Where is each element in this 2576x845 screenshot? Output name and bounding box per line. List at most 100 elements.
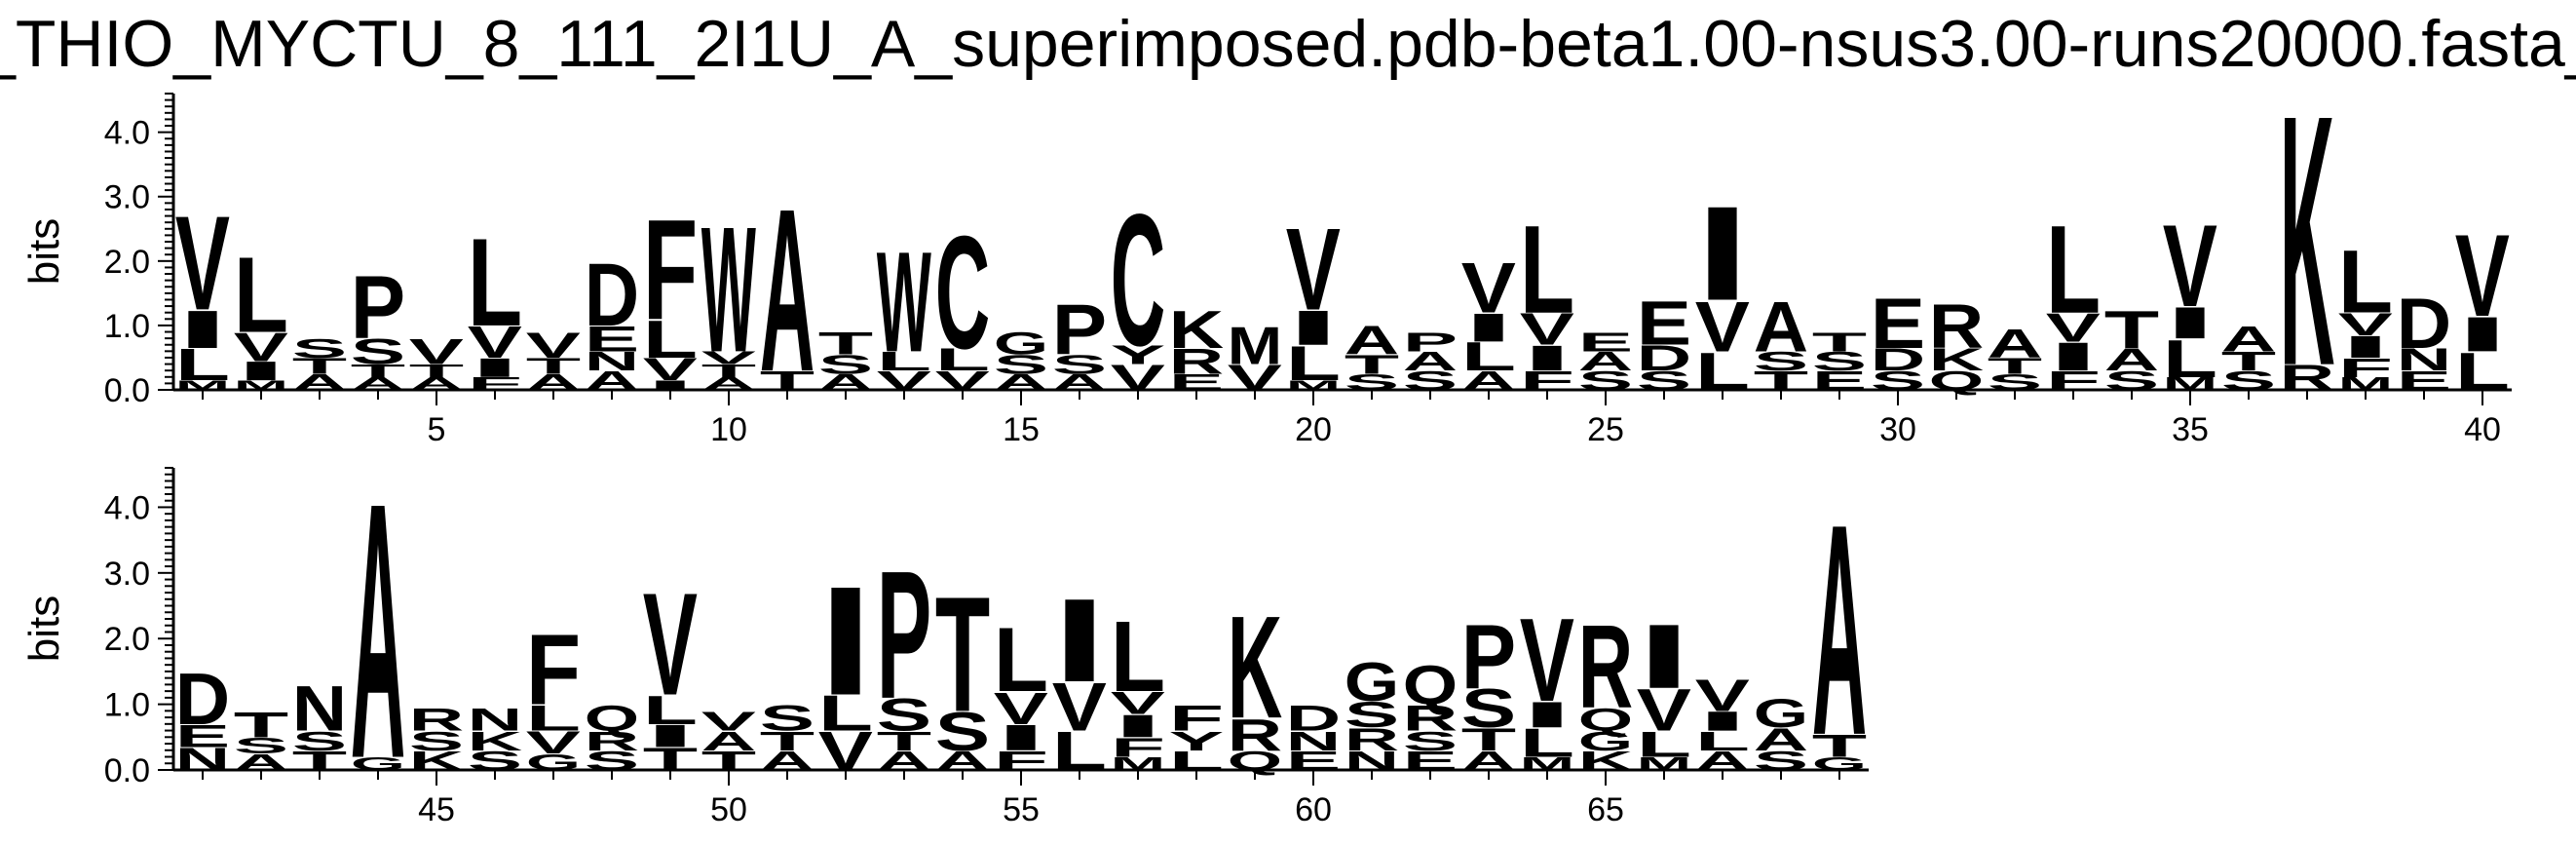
stack-position-62: ESRQ — [1403, 655, 1458, 777]
stack-position-49: TILV — [643, 562, 698, 777]
logo-letter: Q — [585, 698, 639, 739]
x-tick-label: 55 — [1003, 791, 1040, 828]
x-tick-label: 35 — [2172, 411, 2209, 448]
logo-letter: E — [1578, 327, 1633, 358]
logo-letter: D — [1286, 698, 1341, 739]
stack-position-68: SAG — [1754, 690, 1808, 776]
stack-position-2: MIVL — [234, 235, 288, 393]
stack-position-5: ATV — [409, 331, 464, 394]
stack-position-34: SAT — [2104, 300, 2159, 396]
x-tick-label: 50 — [710, 791, 747, 828]
stack-position-18: ERK — [1169, 300, 1225, 395]
stack-position-17: VYC — [1111, 176, 1165, 398]
logo-letter: V — [1520, 595, 1574, 727]
y-axis-title: bits — [20, 595, 68, 662]
logo-letter: P — [1461, 605, 1516, 708]
x-tick-label: 25 — [1587, 411, 1624, 448]
y-tick-label: 3.0 — [104, 556, 150, 593]
stack-position-42: AST — [234, 704, 288, 775]
logo-letter: A — [1988, 322, 2042, 366]
stack-position-19: VM — [1228, 316, 1282, 397]
logo-letter: L — [1520, 200, 1574, 340]
stack-position-20: MLIV — [1286, 205, 1341, 393]
logo-letter: G — [1754, 690, 1808, 737]
logo-letter: V — [2163, 202, 2217, 331]
logo-letter: V — [175, 189, 230, 338]
stack-position-38: MFIVL — [2338, 232, 2394, 394]
logo-letter: V — [1286, 205, 1341, 334]
logo-letter: D — [585, 246, 639, 345]
logo-letter: T — [1812, 327, 1867, 358]
y-tick-label: 4.0 — [104, 115, 150, 152]
stack-position-33: FIVL — [2046, 200, 2101, 396]
logo-letter: N — [468, 702, 522, 738]
stack-position-69: GTA — [1812, 461, 1867, 798]
logo-letter: F — [526, 613, 581, 726]
stack-position-67: ALIV — [1695, 670, 1750, 776]
logo-letter: P — [877, 533, 931, 737]
logo-letter: L — [1111, 599, 1165, 712]
x-tick-label: 45 — [418, 791, 455, 828]
logo-letter: K — [1169, 300, 1225, 360]
stack-position-30: SDE — [1871, 283, 1925, 396]
logo-letter: K — [2280, 42, 2334, 441]
logo-letter: L — [2338, 232, 2393, 332]
stack-position-1: MLIV — [175, 189, 230, 393]
stack-position-8: ANED — [585, 246, 639, 396]
stack-position-60: END — [1286, 698, 1341, 776]
stack-position-6: FIVL — [468, 212, 522, 394]
logo-letter: I — [1695, 178, 1750, 328]
stack-position-58: LYF — [1169, 698, 1224, 777]
stack-position-51: ATS — [760, 698, 814, 776]
logo-letter: V — [1461, 249, 1516, 328]
logo-letter: L — [468, 212, 522, 353]
x-tick-label: 20 — [1295, 411, 1332, 448]
logo-letter: P — [351, 257, 405, 358]
stack-position-39: END — [2397, 284, 2451, 396]
logo-letter: D — [2397, 284, 2451, 364]
logo-letter: V — [1695, 670, 1750, 720]
logo-letter: P — [1052, 289, 1107, 370]
stack-position-56: LVI — [1052, 575, 1107, 783]
logo-letter: V — [701, 707, 756, 737]
stack-position-14: VLC — [935, 204, 990, 396]
logo-letter: A — [1345, 319, 1399, 364]
stack-position-61: NRSG — [1345, 651, 1399, 776]
logo-letter: Q — [1403, 655, 1458, 716]
y-tick-label: 1.0 — [104, 687, 150, 724]
y-axis-title: bits — [20, 218, 68, 285]
logo-letter: R — [1929, 292, 1984, 363]
stack-position-64: MLIV — [1520, 595, 1574, 774]
stack-position-59: QRK — [1228, 587, 1282, 776]
stack-position-22: SAP — [1403, 327, 1458, 396]
stack-position-29: EST — [1812, 327, 1867, 396]
stack-position-46: SKN — [468, 702, 522, 776]
y-tick-label: 0.0 — [104, 372, 150, 409]
logo-letter: M — [1228, 316, 1282, 376]
logo-letter: A — [1754, 287, 1808, 366]
logo-letter: E — [1871, 283, 1925, 364]
logo-letter: N — [292, 673, 347, 745]
y-tick-label: 0.0 — [104, 752, 150, 789]
logo-letter: W — [877, 222, 931, 382]
logo-letter: T — [234, 704, 288, 745]
y-tick-label: 2.0 — [104, 621, 150, 658]
stack-position-32: STA — [1988, 322, 2042, 395]
logo-letter: E — [1637, 288, 1691, 359]
logo-letter: L — [2046, 200, 2101, 340]
y-tick-label: 1.0 — [104, 308, 150, 345]
logo-letter: P — [1403, 327, 1458, 358]
logo-letter: L — [234, 235, 288, 356]
stack-position-54: AST — [935, 562, 990, 776]
stack-position-12: AST — [818, 326, 873, 395]
stack-position-7: ATV — [526, 326, 581, 396]
logo-letter: I — [1052, 575, 1107, 707]
y-tick-label: 3.0 — [104, 179, 150, 216]
stack-position-50: TAV — [701, 707, 756, 777]
logo-letter: C — [935, 204, 990, 383]
logo-letter: D — [175, 659, 230, 740]
x-tick-label: 15 — [1003, 411, 1040, 448]
